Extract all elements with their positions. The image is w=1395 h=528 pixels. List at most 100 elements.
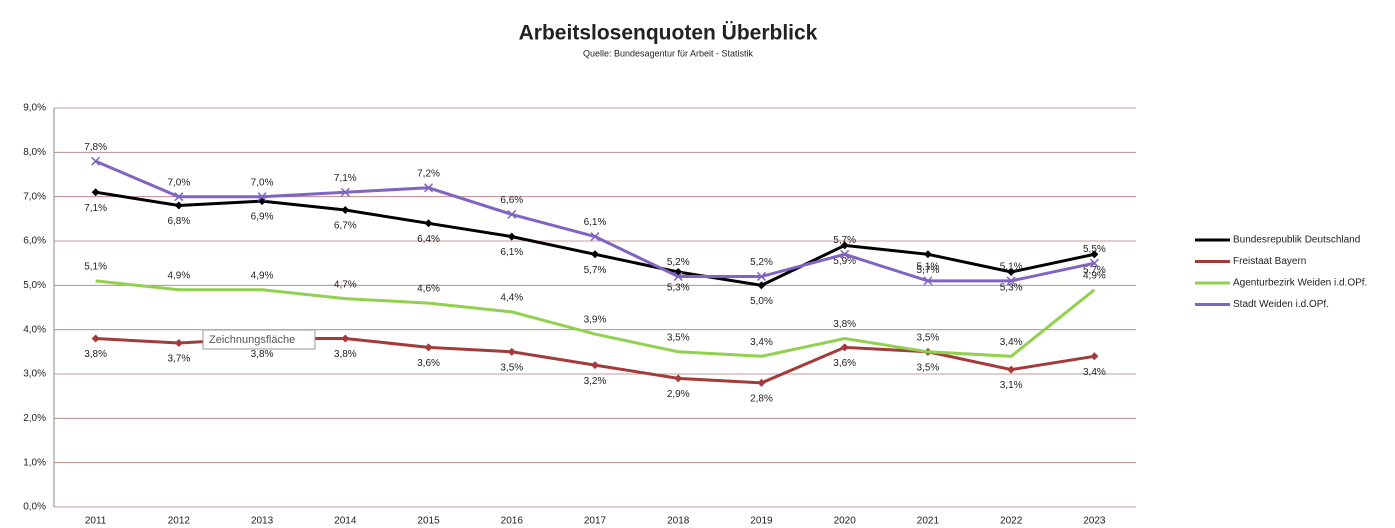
marker	[424, 183, 434, 193]
legend-label: Agenturbezirk Weiden i.d.OPf.	[1233, 278, 1367, 289]
marker	[174, 338, 183, 347]
data-label: 3,6%	[417, 358, 440, 369]
marker	[840, 343, 849, 352]
y-tick-label: 5,0%	[23, 280, 46, 291]
data-label: 7,8%	[84, 142, 107, 153]
data-label: 5,3%	[1000, 283, 1023, 294]
data-label: 6,1%	[584, 217, 607, 228]
data-label: 5,1%	[84, 262, 107, 273]
data-label: 4,9%	[1083, 270, 1106, 281]
data-label: 4,9%	[251, 270, 274, 281]
data-label: 5,2%	[667, 257, 690, 268]
marker	[1090, 250, 1099, 259]
x-tick-label: 2017	[584, 516, 607, 527]
marker	[1090, 352, 1099, 361]
x-tick-label: 2014	[334, 516, 357, 527]
x-tick-label: 2011	[85, 516, 107, 527]
y-tick-label: 6,0%	[23, 236, 46, 247]
marker	[1007, 365, 1016, 374]
y-tick-label: 9,0%	[23, 103, 46, 114]
data-label: 6,9%	[251, 212, 274, 223]
data-label: 4,9%	[167, 270, 190, 281]
x-tick-label: 2019	[750, 516, 773, 527]
data-label: 3,9%	[584, 315, 607, 326]
data-label: 7,0%	[167, 177, 190, 188]
legend-label: Bundesrepublik Deutschland	[1233, 235, 1360, 246]
marker	[840, 249, 850, 259]
marker	[673, 271, 683, 281]
data-label: 4,4%	[500, 293, 523, 304]
marker	[757, 378, 766, 387]
marker	[91, 188, 100, 197]
x-tick-label: 2022	[1000, 516, 1023, 527]
data-label: 7,2%	[417, 168, 440, 179]
data-label: 3,8%	[833, 319, 856, 330]
legend-label: Freistaat Bayern	[1233, 256, 1306, 267]
marker	[174, 192, 184, 202]
tooltip: Zeichnungsfläche	[209, 334, 295, 346]
x-tick-label: 2013	[251, 516, 274, 527]
marker	[1007, 268, 1016, 277]
y-tick-label: 4,0%	[23, 324, 46, 335]
data-label: 4,6%	[417, 284, 440, 295]
marker	[507, 347, 516, 356]
data-label: 2,9%	[667, 389, 690, 400]
data-label: 3,4%	[1083, 367, 1106, 378]
data-label: 3,4%	[750, 337, 773, 348]
marker	[91, 156, 101, 166]
line-2	[95, 279, 1096, 358]
data-label: 3,4%	[1000, 337, 1023, 348]
data-label: 2,8%	[750, 394, 773, 405]
data-label: 5,5%	[1083, 244, 1106, 255]
marker	[341, 205, 350, 214]
data-label: 6,8%	[167, 216, 190, 227]
marker	[674, 374, 683, 383]
marker	[756, 271, 766, 281]
y-tick-label: 3,0%	[23, 369, 46, 380]
data-label: 3,5%	[667, 332, 690, 343]
data-label: 7,1%	[334, 173, 357, 184]
marker	[591, 250, 599, 259]
x-tick-label: 2015	[417, 516, 440, 527]
data-label: 6,1%	[500, 247, 523, 258]
data-label: 3,8%	[334, 349, 357, 360]
x-tick-label: 2023	[1083, 516, 1106, 527]
chart-subtitle: Quelle: Bundesagentur für Arbeit - Stati…	[583, 48, 754, 58]
marker	[341, 334, 350, 343]
data-label: 3,1%	[1000, 380, 1023, 391]
marker	[507, 232, 516, 241]
x-tick-label: 2020	[834, 516, 857, 527]
data-label: 5,0%	[750, 296, 773, 307]
marker	[923, 276, 933, 286]
marker	[757, 281, 766, 290]
data-label: 3,5%	[917, 332, 940, 343]
data-label: 5,2%	[750, 257, 773, 268]
marker	[840, 241, 849, 250]
data-label: 5,7%	[917, 265, 940, 276]
data-label: 5,7%	[584, 265, 607, 276]
legend-label: Stadt Weiden i.d.OPf.	[1233, 299, 1329, 310]
marker	[424, 343, 433, 352]
marker	[591, 361, 599, 370]
data-label: 5,7%	[833, 235, 856, 246]
data-label: 6,7%	[334, 221, 357, 232]
data-label: 5,9%	[833, 256, 856, 267]
x-tick-label: 2018	[667, 516, 690, 527]
y-tick-label: 7,0%	[23, 191, 46, 202]
marker	[1006, 276, 1016, 286]
tooltip-box	[202, 329, 316, 350]
marker	[424, 219, 433, 228]
y-tick-label: 1,0%	[23, 457, 46, 468]
data-label: 7,0%	[251, 177, 274, 188]
data-label: 6,6%	[500, 195, 523, 206]
data-label: 3,5%	[917, 362, 940, 373]
marker	[1089, 258, 1099, 268]
y-tick-label: 8,0%	[23, 147, 46, 158]
data-label: 4,7%	[334, 279, 357, 290]
marker	[174, 201, 183, 210]
y-tick-label: 0,0%	[23, 502, 46, 513]
data-label: 7,1%	[84, 203, 107, 214]
data-label: 3,6%	[833, 358, 856, 369]
data-label: 5,1%	[1000, 262, 1023, 273]
marker	[257, 192, 267, 202]
